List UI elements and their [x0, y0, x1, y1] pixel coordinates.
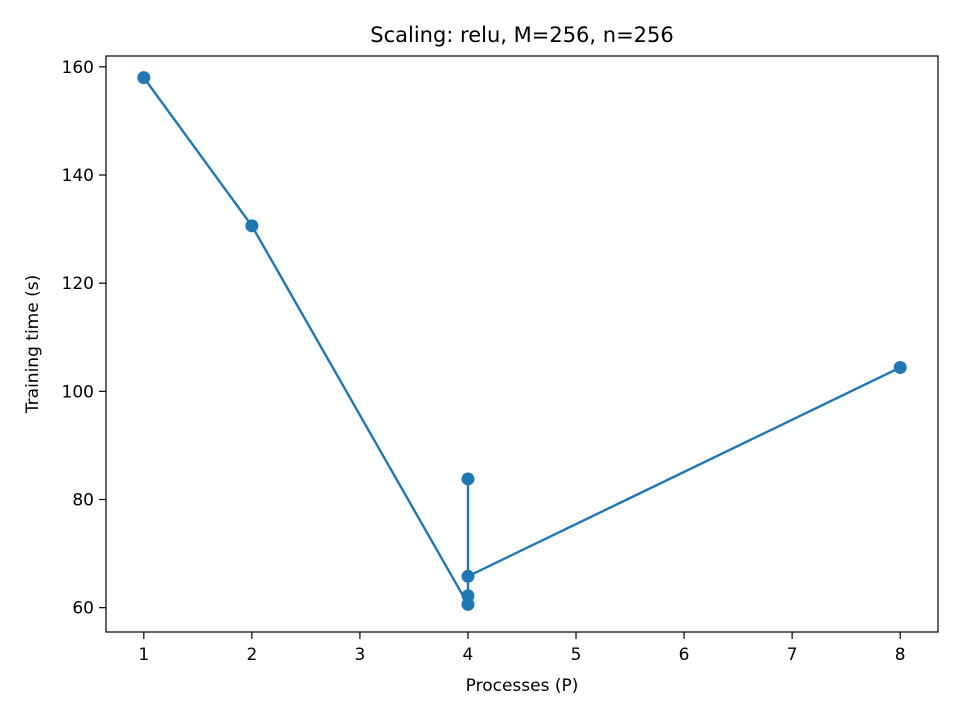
data-point [137, 71, 151, 85]
y-tick-label: 160 [62, 58, 94, 78]
x-axis-label: Processes (P) [466, 676, 579, 696]
y-tick-label: 120 [62, 274, 94, 294]
x-tick-label: 4 [463, 645, 474, 665]
y-axis-ticks: 60 80 100 120 140 160 [62, 58, 106, 619]
plot-area: 1 2 3 4 5 6 7 8 60 80 100 120 140 160 [62, 55, 939, 665]
y-tick-label: 100 [62, 382, 94, 402]
data-point [893, 361, 907, 375]
y-tick-label: 140 [62, 166, 94, 186]
x-tick-label: 5 [571, 645, 582, 665]
x-tick-label: 3 [355, 645, 366, 665]
x-tick-label: 7 [787, 645, 798, 665]
y-axis-label: Training time (s) [23, 275, 43, 414]
chart-title: Scaling: relu, M=256, n=256 [370, 23, 674, 47]
x-tick-label: 8 [895, 645, 906, 665]
y-tick-label: 60 [72, 599, 94, 619]
plot-frame [105, 55, 939, 633]
data-point [461, 589, 475, 603]
x-tick-label: 2 [246, 645, 257, 665]
x-axis-ticks: 1 2 3 4 5 6 7 8 [138, 632, 906, 665]
x-tick-label: 1 [138, 645, 149, 665]
x-tick-label: 6 [679, 645, 690, 665]
series-layer [137, 71, 907, 611]
data-point [245, 219, 259, 233]
series-line [142, 76, 901, 606]
y-tick-label: 80 [72, 490, 94, 510]
data-point [461, 569, 475, 583]
data-point [461, 472, 475, 486]
